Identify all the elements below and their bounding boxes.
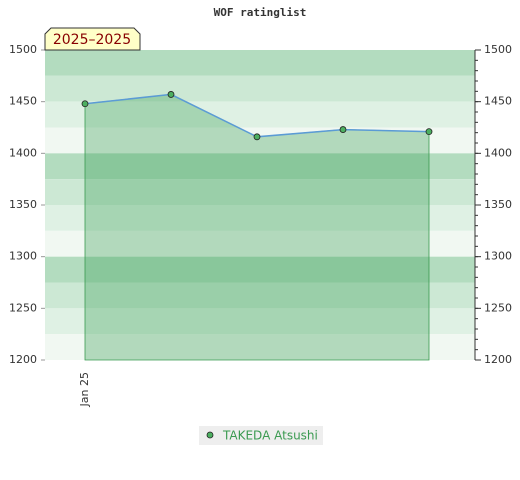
y-tick-label: 1300	[9, 250, 37, 263]
grid-band	[45, 153, 475, 180]
y-tick-label: 1350	[9, 198, 37, 211]
y2-tick-label: 1350	[484, 198, 512, 211]
grid-band	[45, 50, 475, 76]
x-tick-label: Jan 25	[78, 372, 91, 407]
grid-band	[45, 101, 475, 128]
point	[167, 91, 175, 98]
point	[425, 128, 433, 136]
chart-title: WOF ratinglist	[214, 6, 307, 19]
grid-band	[45, 75, 475, 102]
y-tick-label: 1450	[9, 95, 37, 108]
legend-box	[199, 426, 323, 445]
y2-tick-label: 1450	[484, 95, 512, 108]
grid-band	[45, 127, 475, 154]
point	[253, 133, 261, 141]
legend-label: TAKEDA Atsushi	[222, 429, 318, 443]
point	[339, 126, 347, 133]
y2-tick-label: 1250	[484, 301, 512, 314]
y2-tick-label: 1300	[484, 250, 512, 263]
grid-band	[45, 282, 475, 309]
grid-band	[45, 179, 475, 205]
grid-band	[45, 256, 475, 283]
y-tick-label: 1500	[9, 43, 37, 56]
y2-tick-label: 1200	[484, 353, 512, 366]
badge-box	[44, 27, 141, 51]
grid-band	[45, 205, 475, 231]
y-tick-label: 1200	[9, 353, 37, 366]
grid-band	[45, 230, 475, 257]
grid-band	[45, 308, 475, 335]
y2-tick-label: 1400	[484, 146, 512, 159]
legend-marker	[206, 431, 214, 439]
y-tick-label: 1400	[9, 146, 37, 159]
y-tick-label: 1250	[9, 301, 37, 314]
badge: 2025–2025	[53, 32, 131, 48]
grid-band	[45, 334, 475, 360]
y2-tick-label: 1500	[484, 43, 512, 56]
point	[81, 100, 89, 108]
